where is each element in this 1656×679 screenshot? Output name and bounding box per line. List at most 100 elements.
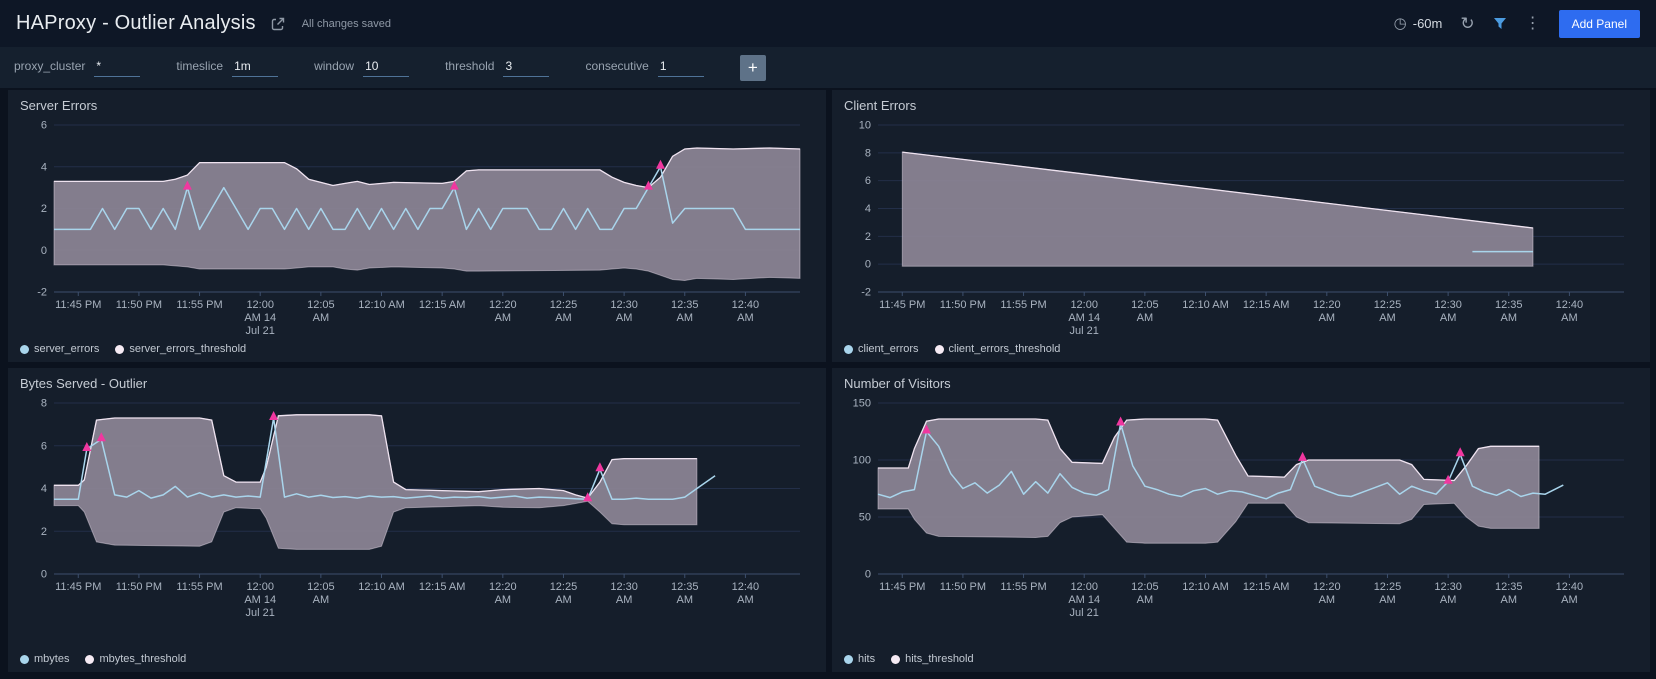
- svg-text:12:40: 12:40: [1556, 299, 1584, 311]
- svg-text:12:35: 12:35: [671, 299, 699, 311]
- svg-text:12:40: 12:40: [1556, 581, 1584, 593]
- variable-value-input[interactable]: 3: [503, 59, 550, 77]
- svg-text:AM 14: AM 14: [244, 594, 276, 606]
- svg-text:0: 0: [865, 259, 871, 271]
- add-variable-button[interactable]: +: [739, 54, 766, 81]
- svg-text:12:20: 12:20: [1313, 581, 1341, 593]
- variable-threshold: threshold 3: [445, 59, 550, 77]
- kebab-menu-icon[interactable]: ⋮: [1524, 14, 1541, 32]
- variable-window: window 10: [314, 58, 410, 77]
- svg-text:AM: AM: [1319, 594, 1336, 606]
- legend-swatch: [934, 344, 944, 354]
- variable-value-input[interactable]: 1m: [232, 59, 279, 77]
- svg-text:0: 0: [41, 569, 47, 581]
- svg-text:12:35: 12:35: [1495, 581, 1523, 593]
- svg-text:8: 8: [865, 147, 871, 159]
- svg-text:2: 2: [41, 526, 47, 538]
- svg-text:AM: AM: [555, 312, 572, 324]
- legend-item[interactable]: server_errors_threshold: [115, 343, 246, 355]
- svg-text:12:15 AM: 12:15 AM: [419, 581, 465, 593]
- svg-text:8: 8: [41, 398, 47, 410]
- svg-text:12:00: 12:00: [1070, 581, 1098, 593]
- svg-text:4: 4: [41, 161, 47, 173]
- svg-text:12:20: 12:20: [1313, 299, 1341, 311]
- svg-text:12:05: 12:05: [307, 581, 335, 593]
- legend-swatch: [20, 344, 29, 354]
- svg-text:12:25: 12:25: [550, 581, 578, 593]
- legend-item[interactable]: server_errors: [20, 343, 99, 355]
- svg-text:Jul 21: Jul 21: [1070, 607, 1099, 619]
- variable-value-input[interactable]: 1: [657, 59, 704, 77]
- legend-swatch: [891, 654, 901, 664]
- save-status: All changes saved: [301, 17, 391, 30]
- svg-text:12:30: 12:30: [610, 581, 638, 593]
- legend-item[interactable]: hits_threshold: [891, 653, 974, 665]
- svg-text:12:15 AM: 12:15 AM: [1243, 299, 1289, 311]
- variable-consecutive: consecutive 1: [585, 58, 704, 77]
- variable-value-input[interactable]: *: [94, 59, 141, 77]
- svg-text:12:05: 12:05: [1131, 581, 1159, 593]
- svg-text:11:50 PM: 11:50 PM: [940, 581, 986, 593]
- time-range-control[interactable]: ◷ -60m: [1394, 16, 1443, 31]
- svg-text:0: 0: [865, 569, 871, 581]
- svg-text:11:55 PM: 11:55 PM: [176, 581, 222, 593]
- svg-text:12:10 AM: 12:10 AM: [358, 299, 404, 311]
- svg-text:AM 14: AM 14: [1068, 594, 1100, 606]
- svg-text:12:05: 12:05: [307, 299, 335, 311]
- variable-label: consecutive: [585, 58, 649, 73]
- svg-text:12:10 AM: 12:10 AM: [358, 581, 404, 593]
- legend-number-of-visitors: hits hits_threshold: [844, 650, 1638, 668]
- svg-text:AM 14: AM 14: [1068, 312, 1100, 324]
- legend-item[interactable]: client_errors: [844, 343, 919, 355]
- svg-text:12:30: 12:30: [1434, 299, 1462, 311]
- filter-icon[interactable]: [1493, 17, 1507, 30]
- add-panel-button[interactable]: Add Panel: [1558, 9, 1640, 38]
- refresh-icon[interactable]: ↻: [1460, 14, 1475, 33]
- svg-text:AM: AM: [555, 594, 572, 606]
- variable-label: timeslice: [176, 58, 224, 73]
- svg-text:-2: -2: [861, 287, 871, 299]
- legend-item[interactable]: client_errors_threshold: [934, 343, 1060, 355]
- legend-swatch: [115, 344, 125, 354]
- legend-item[interactable]: hits: [844, 653, 875, 665]
- variables-bar: proxy_cluster * timeslice 1m window 10 t…: [0, 47, 1656, 88]
- svg-text:AM: AM: [1561, 594, 1578, 606]
- svg-text:2: 2: [865, 231, 871, 243]
- legend-item[interactable]: mbytes_threshold: [85, 653, 186, 665]
- svg-text:12:00: 12:00: [1070, 299, 1098, 311]
- svg-text:11:50 PM: 11:50 PM: [940, 299, 986, 311]
- svg-text:12:25: 12:25: [1374, 299, 1402, 311]
- clock-icon: ◷: [1393, 15, 1407, 32]
- panel-title: Bytes Served - Outlier: [20, 376, 148, 391]
- svg-text:11:55 PM: 11:55 PM: [1000, 299, 1046, 311]
- svg-text:AM: AM: [1379, 594, 1396, 606]
- svg-text:0: 0: [41, 245, 47, 257]
- svg-text:12:20: 12:20: [489, 581, 517, 593]
- svg-text:12:40: 12:40: [732, 581, 760, 593]
- legend-item[interactable]: mbytes: [20, 653, 69, 665]
- svg-text:12:35: 12:35: [671, 581, 699, 593]
- legend-server-errors: server_errors server_errors_threshold: [20, 340, 814, 358]
- svg-text:100: 100: [853, 455, 871, 467]
- svg-text:6: 6: [41, 120, 47, 132]
- panel-bytes-served: Bytes Served - Outlier 8 6 4 2 0 11:45 PM 11:5…: [8, 368, 826, 672]
- edit-dashboard-icon[interactable]: [270, 16, 286, 32]
- svg-text:AM: AM: [1440, 594, 1457, 606]
- variable-timeslice: timeslice 1m: [176, 58, 279, 77]
- svg-text:12:05: 12:05: [1131, 299, 1159, 311]
- svg-text:Jul 21: Jul 21: [1070, 325, 1099, 337]
- variable-label: window: [314, 58, 355, 73]
- page-title: HAProxy - Outlier Analysis: [16, 12, 256, 34]
- svg-text:AM: AM: [677, 312, 694, 324]
- svg-text:-2: -2: [37, 287, 47, 299]
- svg-text:AM: AM: [1319, 312, 1336, 324]
- legend-client-errors: client_errors client_errors_threshold: [844, 340, 1638, 358]
- svg-text:AM: AM: [1561, 312, 1578, 324]
- variable-value-input[interactable]: 10: [363, 59, 410, 77]
- svg-text:12:00: 12:00: [246, 581, 274, 593]
- svg-text:11:55 PM: 11:55 PM: [176, 299, 222, 311]
